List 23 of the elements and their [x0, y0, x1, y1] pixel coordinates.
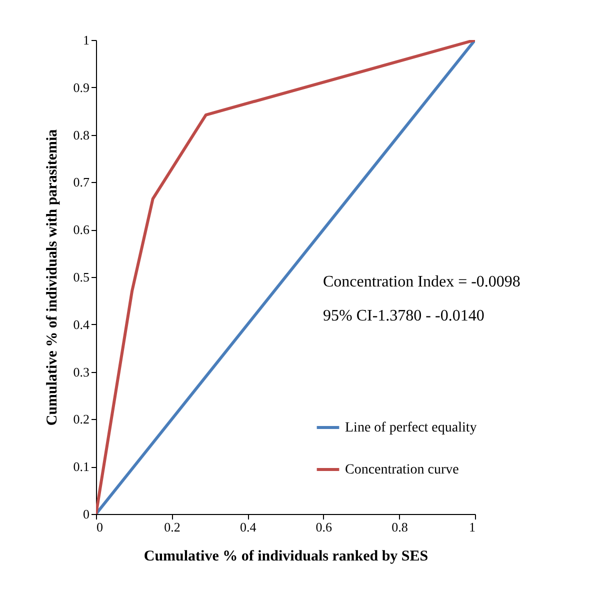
x-tick-label: 0.4: [240, 520, 257, 534]
x-tick-label: 1: [469, 520, 476, 534]
annotation: Concentration Index = -0.0098: [323, 274, 520, 291]
y-tick-label: 0.3: [73, 364, 90, 380]
x-tick-label: 0.8: [392, 520, 408, 534]
y-tick-label: 1: [83, 32, 90, 48]
x-tick-label: 0: [96, 520, 103, 534]
legend-label: Concentration curve: [345, 462, 459, 478]
legend-label: Line of perfect equality: [345, 420, 477, 436]
x-axis-title: Cumulative % of individuals ranked by SES: [144, 548, 428, 564]
y-tick-label: 0.4: [73, 316, 90, 332]
y-tick-label: 0.1: [73, 459, 90, 474]
y-tick-label: 0.6: [73, 222, 90, 238]
y-tick-label: 0.2: [73, 412, 90, 427]
y-tick-label: 0: [83, 506, 90, 522]
x-tick-label: 0.2: [164, 520, 180, 534]
y-tick-label: 0.5: [73, 270, 90, 284]
annotation: 95% CI-1.3780 - -0.0140: [323, 308, 484, 325]
y-tick-label: 0.7: [73, 174, 90, 190]
x-tick-label: 0.6: [316, 520, 333, 534]
y-axis-title: Cumulative % of individuals with parasitemia: [44, 128, 60, 426]
y-tick-label: 0.9: [73, 80, 90, 95]
y-tick-label: 0.8: [73, 127, 90, 142]
